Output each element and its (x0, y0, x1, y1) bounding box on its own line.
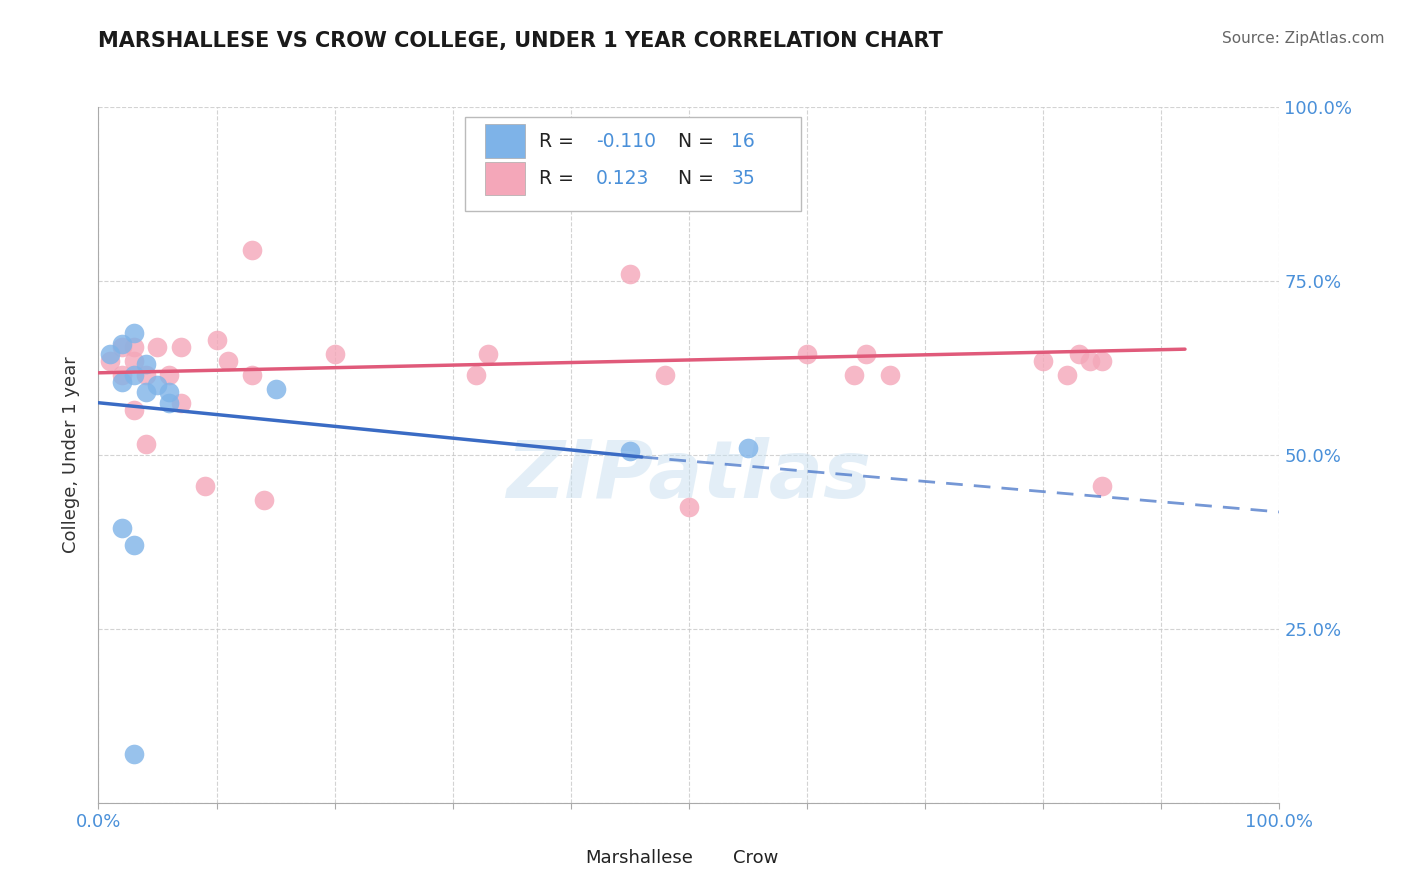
Point (111, 368, 134, 382)
Point (135, 368, 157, 382)
Point (194, 479, 217, 493)
Point (170, 340, 193, 354)
Point (98, 347, 121, 361)
FancyBboxPatch shape (464, 118, 801, 211)
Point (122, 747, 145, 761)
Point (1032, 354, 1054, 368)
Point (170, 396, 193, 410)
Point (98, 354, 121, 368)
Point (240, 243, 263, 257)
Point (465, 368, 488, 382)
Point (678, 500, 700, 514)
Point (1080, 354, 1102, 368)
FancyBboxPatch shape (547, 845, 575, 871)
Point (157, 396, 180, 410)
Text: N =: N = (678, 132, 720, 151)
Point (737, 441, 759, 455)
Point (135, 358, 157, 372)
Text: R =: R = (538, 169, 586, 188)
Point (111, 340, 134, 354)
Point (1056, 368, 1078, 382)
Point (111, 521, 134, 535)
Point (678, 194, 700, 208)
Point (619, 267, 641, 281)
Text: Source: ZipAtlas.com: Source: ZipAtlas.com (1222, 31, 1385, 46)
Text: Marshallese: Marshallese (585, 849, 693, 867)
Point (135, 437, 157, 451)
Text: 16: 16 (731, 132, 755, 151)
Point (855, 347, 877, 361)
Point (1067, 347, 1090, 361)
Point (879, 368, 901, 382)
Point (111, 375, 134, 389)
Point (477, 347, 499, 361)
Point (122, 354, 145, 368)
Text: R =: R = (538, 132, 579, 151)
FancyBboxPatch shape (695, 845, 723, 871)
Point (205, 333, 228, 347)
Point (122, 326, 145, 340)
Text: 0.123: 0.123 (596, 169, 650, 188)
Point (264, 382, 287, 396)
Point (122, 402, 145, 417)
Point (111, 336, 134, 351)
Point (619, 444, 641, 458)
Point (1091, 354, 1114, 368)
Point (135, 385, 157, 400)
Point (1091, 479, 1114, 493)
Text: Crow: Crow (733, 849, 778, 867)
Y-axis label: College, Under 1 year: College, Under 1 year (62, 357, 80, 553)
Point (157, 385, 180, 400)
Point (323, 347, 346, 361)
Point (253, 493, 276, 508)
Point (146, 378, 169, 392)
Point (217, 354, 239, 368)
Point (146, 340, 169, 354)
Text: N =: N = (678, 169, 720, 188)
Text: -0.110: -0.110 (596, 132, 655, 151)
Point (654, 368, 676, 382)
FancyBboxPatch shape (485, 124, 524, 158)
Point (796, 347, 818, 361)
Point (240, 368, 263, 382)
Point (844, 368, 866, 382)
Point (122, 538, 145, 552)
Point (157, 368, 180, 382)
Text: 35: 35 (731, 169, 755, 188)
FancyBboxPatch shape (485, 162, 524, 195)
Point (122, 368, 145, 382)
Point (122, 340, 145, 354)
Text: ZIPatlas: ZIPatlas (506, 437, 872, 515)
Text: MARSHALLESE VS CROW COLLEGE, UNDER 1 YEAR CORRELATION CHART: MARSHALLESE VS CROW COLLEGE, UNDER 1 YEA… (98, 31, 943, 51)
